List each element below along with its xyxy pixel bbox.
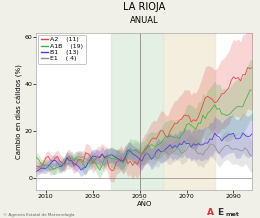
Text: E: E <box>217 208 223 217</box>
Text: © Agencia Estatal de Meteorología: © Agencia Estatal de Meteorología <box>3 213 74 217</box>
X-axis label: AÑO: AÑO <box>136 200 152 207</box>
Legend: A2    (11), A1B    (19), B1    (13), E1    ( 4): A2 (11), A1B (19), B1 (13), E1 ( 4) <box>38 35 86 64</box>
Y-axis label: Cambio en días cálidos (%): Cambio en días cálidos (%) <box>16 64 23 159</box>
Text: A: A <box>207 208 214 217</box>
Bar <box>112 33 163 190</box>
Bar <box>163 33 215 190</box>
Text: met: met <box>226 212 239 217</box>
Text: ANUAL: ANUAL <box>130 16 159 25</box>
Text: LA RIOJA: LA RIOJA <box>123 2 165 12</box>
